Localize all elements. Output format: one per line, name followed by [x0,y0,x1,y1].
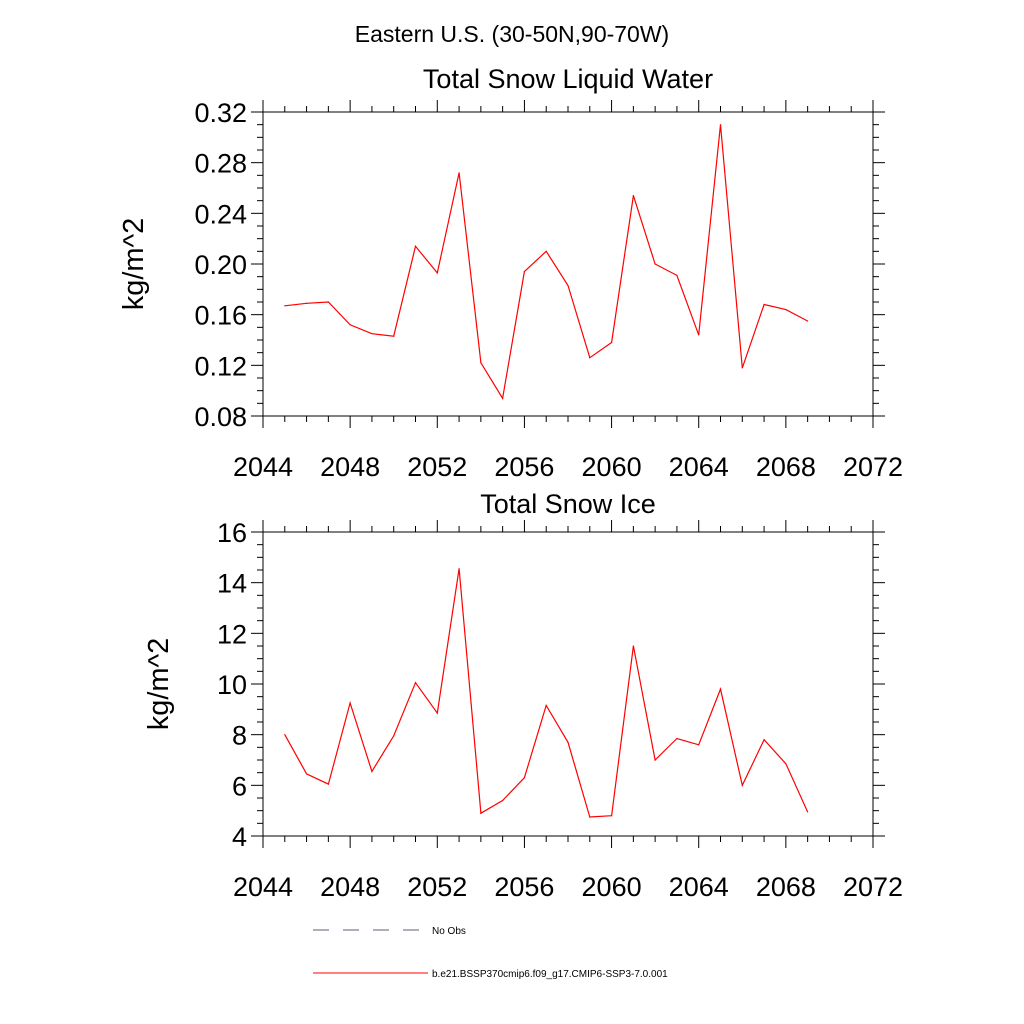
x-tick-label: 2044 [233,452,293,482]
y-tick-label: 8 [232,721,247,751]
data-point [327,783,329,785]
panel-title: Total Snow Liquid Water [423,64,713,94]
panel-snow-ice: Total Snow Ice 2044 2048 2052 2056 2060 2064 20… [143,489,903,902]
data-point [305,302,308,304]
data-point [371,770,373,773]
data-point [676,274,678,276]
x-tick-label: 2048 [320,452,380,482]
y-tick-label: 16 [217,518,247,548]
data-point [567,741,569,743]
data-point [610,815,613,817]
series-line [284,124,808,400]
x-tick-label: 2068 [756,452,816,482]
x-tick-label: 2064 [669,872,729,902]
y-tick-label: 0.20 [194,250,247,280]
data-point [393,735,395,737]
x-tick-label: 2068 [756,872,816,902]
x-tick-label: 2072 [843,452,903,482]
data-point [458,172,460,174]
x-tick-label: 2064 [669,452,729,482]
data-point [305,773,308,775]
data-point [610,341,613,344]
data-point [632,195,634,197]
data-point [654,263,656,265]
data-point [414,682,417,684]
data-point [414,245,417,247]
y-tick-label: 0.24 [194,199,247,229]
x-tick-label: 2056 [494,872,554,902]
data-point [719,688,722,690]
x-tick-label: 2048 [320,872,380,902]
legend: No Obs b.e21.BSSP370cmip6.f09_g17.CMIP6-S… [313,926,668,980]
data-point [545,250,547,252]
y-tick-label: 4 [232,822,247,852]
data-point [349,702,351,704]
panel-snow-liquid-water: Total Snow Liquid Water 2044 2048 2052 2056 2… [118,64,903,482]
data-point [719,124,722,126]
legend-label: No Obs [432,926,466,937]
data-point [480,362,482,364]
data-point [436,712,438,714]
data-point [327,301,329,303]
y-tick-label: 0.28 [194,149,247,179]
data-point [763,303,765,306]
series-line [284,568,809,818]
data-point [785,763,787,765]
data-point [349,324,351,326]
data-point [523,271,526,273]
y-tick-label: 0.12 [194,351,247,381]
panel-title: Total Snow Ice [480,489,656,519]
data-point [502,799,504,802]
x-tick-label: 2072 [843,872,903,902]
data-point [763,739,765,741]
data-point [698,334,700,336]
data-point [698,744,700,746]
x-tick-label: 2044 [233,872,293,902]
data-point [632,645,634,647]
data-point [436,272,438,274]
data-point [741,784,743,786]
legend-label: b.e21.BSSP370cmip6.f09_g17.CMIP6-SSP3-7.… [432,969,668,980]
data-point [284,305,286,307]
data-point [785,309,787,311]
x-tick-label: 2052 [407,452,467,482]
y-tick-label: 0.16 [194,301,247,331]
y-tick-label: 14 [217,569,247,599]
data-point [567,284,569,287]
data-point [676,737,678,740]
x-tick-label: 2060 [582,872,642,902]
data-point [545,704,547,707]
plot-frame [262,111,874,417]
data-point [654,759,656,761]
plot-frame [262,531,874,837]
y-tick-label: 12 [217,619,247,649]
y-tick-label: 0.32 [194,98,247,128]
data-point [371,333,373,335]
data-point [589,357,591,359]
x-tick-label: 2052 [407,872,467,902]
x-tick-label: 2056 [494,452,554,482]
data-point [589,816,591,818]
data-point [807,811,809,813]
x-tick-label: 2060 [582,452,642,482]
y-axis-label: kg/m^2 [118,218,150,311]
data-point [741,367,743,369]
data-point [807,320,809,322]
data-point [502,397,504,399]
figure-title: Eastern U.S. (30-50N,90-70W) [355,21,669,47]
data-point [458,568,460,570]
y-tick-label: 6 [232,771,247,801]
data-point [284,734,286,736]
data-point [480,812,482,814]
y-tick-label: 0.08 [194,402,247,432]
data-point [523,777,526,779]
y-axis-label: kg/m^2 [143,638,175,731]
data-point [393,335,395,337]
y-tick-label: 10 [217,670,247,700]
